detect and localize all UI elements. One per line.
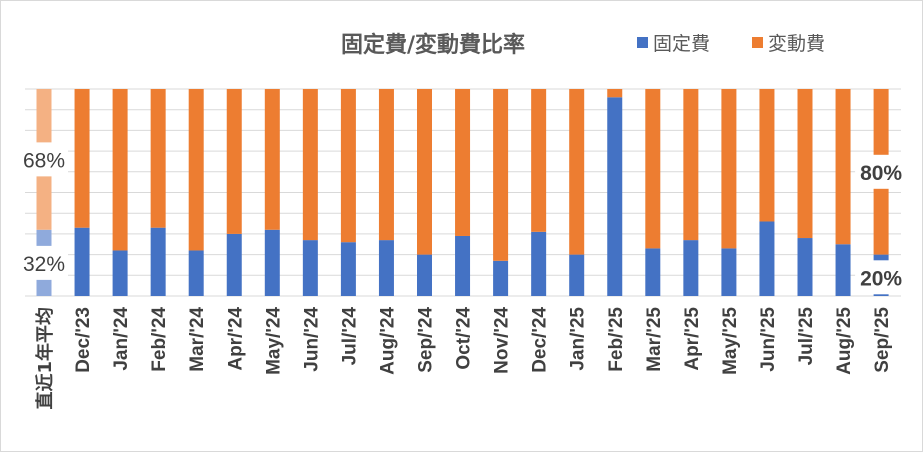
bar-variable [645,89,661,249]
x-tick-label: Jan/'24 [111,307,132,371]
latest-variable-label-mask [855,154,908,189]
bar-variable [417,89,432,255]
bar-fixed [531,231,547,296]
legend-swatch [637,37,648,48]
latest-fixed-label: 20% [860,267,902,290]
bar-variable [683,89,699,241]
bar-variable [188,89,204,251]
bar-fixed [683,240,699,296]
bar-variable [150,89,166,228]
x-tick-label: Apr/'25 [682,307,703,371]
bar-fixed [150,227,166,296]
x-tick-label: Jul/'25 [796,307,817,366]
bar-fixed [302,240,318,296]
bar-variable [74,89,90,228]
x-tick-label: Sep/'25 [872,307,893,373]
x-tick-label: Dec/'23 [73,307,94,373]
x-tick-label: Nov/'24 [492,307,513,374]
bar-fixed [607,97,623,296]
bar-variable [797,89,813,239]
legend: 固定費 変動費 [637,33,825,55]
bar-fixed [455,235,471,296]
x-tick-label: Apr/'24 [225,307,246,371]
x-tick-label: Dec/'24 [530,307,551,373]
x-tick-label: Mar/'25 [644,307,665,372]
chart-title: 固定費/変動費比率 [341,32,525,58]
bar-fixed [264,229,280,296]
avg-variable-label-mask [20,142,68,177]
bar-fixed [797,238,813,296]
bar-fixed [340,242,356,296]
data-labels: 68% 32% 80% 20% [20,142,908,295]
bar-variable [531,89,547,232]
x-tick-label: Mar/'24 [187,307,208,372]
bar-fixed [417,254,432,296]
x-tick-label: Jun/'24 [301,307,322,372]
bar-variable [835,89,851,245]
bar-variable [340,89,356,243]
bar-variable [721,89,737,249]
bar-variable [226,89,242,234]
bar-fixed [378,240,394,296]
legend-swatch [752,37,763,48]
bar-variable [607,89,623,98]
bar-variable [493,89,509,261]
x-tick-label: Jul/'24 [339,307,360,366]
bar-variable [302,89,318,241]
avg-variable-label: 68% [23,149,65,172]
bar-variable [455,89,471,236]
avg-fixed-label: 32% [23,253,65,276]
latest-fixed-label-mask [855,260,908,295]
x-tick-label: Sep/'24 [416,307,437,373]
x-tick-label: May/'24 [263,307,284,375]
bar-fixed [226,233,242,296]
bar-fixed [112,250,128,296]
x-tick-label: Feb/'25 [606,307,627,372]
bar-fixed [188,250,204,296]
latest-variable-label: 80% [860,162,902,185]
x-tick-label: Jun/'25 [758,307,779,372]
bar-variable [569,89,585,255]
bar-fixed [721,248,737,296]
bar-fixed [835,244,851,296]
legend-label: 固定費 [653,33,710,55]
bar-variable [264,89,280,230]
bar-variable [112,89,128,251]
x-tick-label: Oct/'24 [454,307,475,370]
x-tick-label: 直近1年平均 [34,307,56,410]
x-tick-label: May/'25 [720,307,741,375]
bars [36,89,889,296]
bar-fixed [569,254,585,296]
avg-fixed-label-mask [20,245,68,280]
x-tick-label: Feb/'24 [149,307,170,372]
x-axis-ticks: 直近1年平均 Dec/'23 Jan/'24 Feb/'24 Mar/'24 Apr/'2… [34,307,893,410]
bar-fixed [645,248,661,296]
bar-fixed [493,260,509,296]
bar-fixed [759,221,775,296]
bar-variable [759,89,775,222]
x-tick-label: Aug/'25 [834,307,855,375]
bar-variable [378,89,394,241]
x-tick-label: Jan/'25 [568,307,589,371]
x-tick-label: Aug/'24 [377,307,398,375]
bar-fixed [74,227,90,296]
legend-label: 変動費 [768,33,825,55]
